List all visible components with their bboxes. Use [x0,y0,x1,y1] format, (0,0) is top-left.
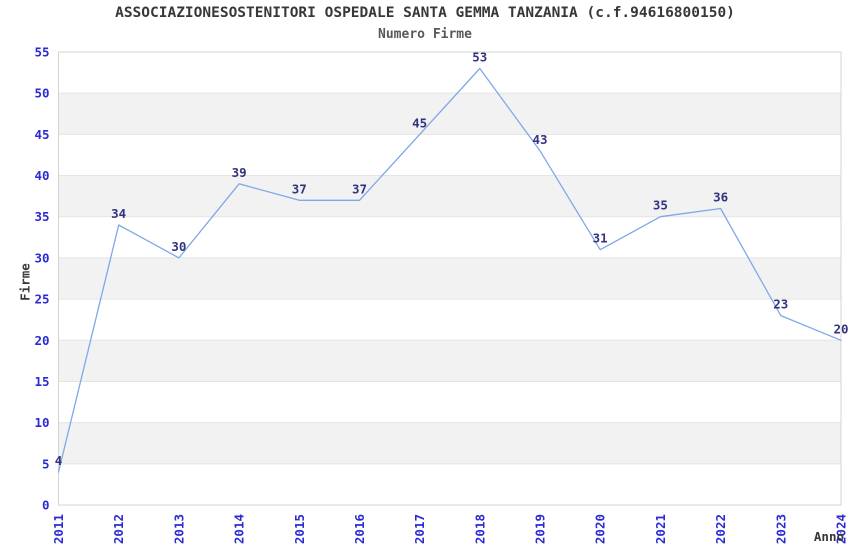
data-point-label: 30 [171,239,186,254]
data-point-label: 4 [55,453,63,468]
data-point-label: 37 [352,181,367,196]
y-tick-label: 25 [34,292,49,307]
data-point-label: 35 [653,198,668,213]
grid-band [58,93,841,135]
x-tick-label: 2013 [171,514,186,544]
grid-band [58,422,841,464]
data-point-label: 36 [713,190,728,205]
y-tick-label: 0 [42,498,50,513]
data-point-label: 53 [472,50,487,65]
y-tick-label: 50 [34,86,49,101]
x-tick-label: 2022 [713,514,728,544]
y-tick-label: 40 [34,168,49,183]
data-point-label: 43 [532,132,547,147]
y-tick-label: 35 [34,209,49,224]
data-point-label: 20 [833,321,848,336]
y-tick-label: 15 [34,374,49,389]
data-point-label: 23 [773,297,788,312]
series-line [57,67,842,473]
x-tick-label: 2020 [593,514,608,544]
y-tick-label: 10 [34,415,49,430]
x-tick-label: 2012 [111,514,126,544]
chart-title: ASSOCIAZIONESOSTENITORI OSPEDALE SANTA G… [115,5,735,21]
x-tick-label: 2019 [533,514,548,544]
data-point-label: 34 [111,206,126,221]
y-tick-label: 5 [42,456,50,471]
x-tick-label: 2015 [292,514,307,544]
data-point-label: 45 [412,115,427,130]
y-tick-label: 55 [34,45,49,60]
x-tick-label: 2017 [412,514,427,544]
data-point-label: 39 [232,165,247,180]
x-tick-label: 2018 [472,514,487,544]
x-tick-label: 2011 [51,514,66,544]
grid-band [58,257,841,300]
data-point-label: 37 [292,181,307,196]
data-point-label: 31 [593,231,608,246]
x-tick-label: 2023 [773,514,788,544]
y-tick-label: 20 [34,333,49,348]
plot-border [58,51,842,506]
grid-band [58,340,841,382]
y-tick-label: 30 [34,250,49,265]
x-tick-label: 2016 [352,514,367,544]
x-tick-label: 2024 [834,514,849,544]
x-tick-label: 2021 [653,514,668,544]
x-tick-label: 2014 [232,514,247,544]
y-tick-label: 45 [34,127,49,142]
chart-subtitle: Numero Firme [378,27,472,42]
x-axis-label: Anno [813,529,844,544]
